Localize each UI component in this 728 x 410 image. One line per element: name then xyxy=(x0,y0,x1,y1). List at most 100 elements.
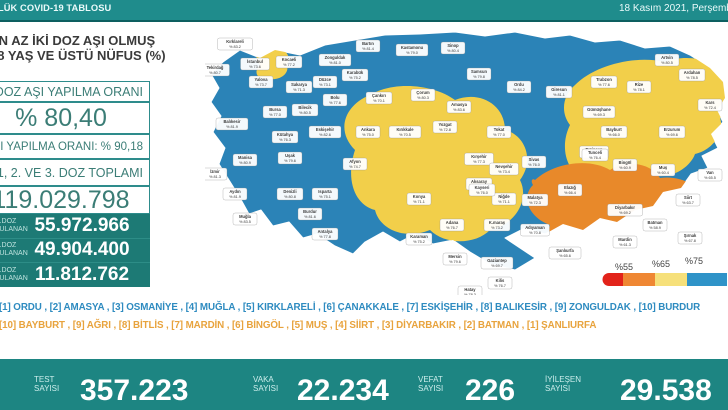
svg-text:Sivas: Sivas xyxy=(529,157,540,162)
svg-text:% 84.2: % 84.2 xyxy=(513,88,525,92)
svg-text:% 73.2: % 73.2 xyxy=(491,226,503,230)
svg-text:Tekirdağ: Tekirdağ xyxy=(207,65,224,70)
svg-text:% 81.0: % 81.0 xyxy=(329,61,341,65)
svg-text:% 77.8: % 77.8 xyxy=(319,235,331,239)
svg-text:% 72.4: % 72.4 xyxy=(704,106,716,110)
svg-text:% 83.2: % 83.2 xyxy=(229,45,241,49)
svg-text:% 77.0: % 77.0 xyxy=(269,113,281,117)
svg-text:Artvin: Artvin xyxy=(661,55,673,60)
svg-text:% 60.4: % 60.4 xyxy=(657,171,669,175)
svg-text:% 75.0: % 75.0 xyxy=(362,133,374,137)
svg-text:Adıyaman: Adıyaman xyxy=(525,225,545,230)
svg-text:% 66.4: % 66.4 xyxy=(564,191,576,195)
svg-text:Şırnak: Şırnak xyxy=(684,233,697,238)
svg-text:Bilecik: Bilecik xyxy=(298,105,312,110)
svg-text:Mardin: Mardin xyxy=(618,237,632,242)
svg-text:Denizli: Denizli xyxy=(283,189,296,194)
svg-text:Yalova: Yalova xyxy=(255,77,269,82)
svg-text:% 70.8: % 70.8 xyxy=(529,231,541,235)
svg-text:% 80.7: % 80.7 xyxy=(209,71,221,75)
svg-text:K.maraş: K.maraş xyxy=(489,220,506,225)
svg-text:% 75.2: % 75.2 xyxy=(413,240,425,244)
svg-text:% 81.4: % 81.4 xyxy=(362,47,374,51)
svg-text:Manisa: Manisa xyxy=(238,155,253,160)
svg-text:Şanlıurfa: Şanlıurfa xyxy=(556,248,574,253)
svg-text:% 82.6: % 82.6 xyxy=(319,133,331,137)
svg-text:Diyarbakır: Diyarbakır xyxy=(615,205,635,210)
svg-text:Kocaeli: Kocaeli xyxy=(282,57,297,62)
svg-text:% 81.1: % 81.1 xyxy=(553,93,565,97)
svg-text:% 80.5: % 80.5 xyxy=(661,61,673,65)
svg-text:Konya: Konya xyxy=(413,194,426,199)
svg-text:% 80.9: % 80.9 xyxy=(239,161,251,165)
svg-text:Ankara: Ankara xyxy=(361,127,376,132)
svg-text:İstanbul: İstanbul xyxy=(247,59,263,64)
svg-text:% 76.3: % 76.3 xyxy=(279,138,291,142)
svg-text:% 79.0: % 79.0 xyxy=(406,51,418,55)
svg-text:Afyon: Afyon xyxy=(349,159,361,164)
svg-text:% 65.6: % 65.6 xyxy=(559,254,571,258)
svg-text:Samsun: Samsun xyxy=(471,69,487,74)
svg-text:% 71.3: % 71.3 xyxy=(293,88,305,92)
svg-text:%75: %75 xyxy=(685,256,703,266)
svg-text:% 73.7: % 73.7 xyxy=(255,83,267,87)
svg-text:Amasya: Amasya xyxy=(451,102,467,107)
svg-text:Kars: Kars xyxy=(705,100,715,105)
svg-text:% 76.4: % 76.4 xyxy=(589,156,601,160)
svg-text:Isparta: Isparta xyxy=(318,189,332,194)
svg-text:% 71.1: % 71.1 xyxy=(413,200,425,204)
svg-text:%55: %55 xyxy=(615,262,633,272)
svg-text:% 71.1: % 71.1 xyxy=(498,200,510,204)
svg-text:Aksaray: Aksaray xyxy=(471,179,488,184)
svg-text:Giresun: Giresun xyxy=(551,87,567,92)
svg-text:% 76.0: % 76.0 xyxy=(476,191,488,195)
svg-text:Gaziantep: Gaziantep xyxy=(487,258,507,263)
svg-text:% 77.6: % 77.6 xyxy=(329,101,341,105)
svg-text:Kütahya: Kütahya xyxy=(277,132,294,137)
svg-text:Ardahan: Ardahan xyxy=(684,70,701,75)
svg-text:Sinop: Sinop xyxy=(447,43,459,48)
svg-text:Kırıkkale: Kırıkkale xyxy=(396,127,414,132)
svg-text:% 60.9: % 60.9 xyxy=(619,166,631,170)
svg-text:Balıkesir: Balıkesir xyxy=(223,119,240,124)
svg-text:% 69.6: % 69.6 xyxy=(666,133,678,137)
svg-text:Bolu: Bolu xyxy=(330,95,340,100)
svg-text:% 63.7: % 63.7 xyxy=(682,201,694,205)
svg-text:Van: Van xyxy=(706,170,714,175)
svg-text:% 69.3: % 69.3 xyxy=(593,113,605,117)
svg-text:Adana: Adana xyxy=(446,220,459,225)
svg-text:Burdur: Burdur xyxy=(303,209,317,214)
svg-text:% 58.9: % 58.9 xyxy=(649,226,661,230)
svg-text:% 80.5: % 80.5 xyxy=(299,111,311,115)
svg-text:Eskişehir: Eskişehir xyxy=(316,127,335,132)
svg-text:% 78.5: % 78.5 xyxy=(686,76,698,80)
svg-text:Sakarya: Sakarya xyxy=(291,82,307,87)
svg-text:% 79.6: % 79.6 xyxy=(449,260,461,264)
svg-text:% 83.5: % 83.5 xyxy=(239,220,251,224)
svg-text:% 77.2: % 77.2 xyxy=(283,63,295,67)
svg-text:% 72.8: % 72.8 xyxy=(439,128,451,132)
svg-text:Bursa: Bursa xyxy=(269,107,281,112)
svg-text:Gümüşhane: Gümüşhane xyxy=(587,107,611,112)
svg-text:Tunceli: Tunceli xyxy=(588,150,602,155)
svg-text:Erzurum: Erzurum xyxy=(664,127,681,132)
svg-text:% 73.6: % 73.6 xyxy=(249,65,261,69)
svg-text:Karaman: Karaman xyxy=(410,234,428,239)
svg-text:% 75.1: % 75.1 xyxy=(319,195,331,199)
svg-text:Kırşehir: Kırşehir xyxy=(471,154,487,159)
svg-text:Kastamonu: Kastamonu xyxy=(401,45,424,50)
svg-text:% 81.9: % 81.9 xyxy=(229,195,241,199)
svg-text:Antalya: Antalya xyxy=(318,229,334,234)
svg-text:Muş: Muş xyxy=(659,165,668,170)
svg-text:% 79.6: % 79.6 xyxy=(284,159,296,163)
svg-text:% 74.7: % 74.7 xyxy=(349,165,361,169)
svg-text:Karabük: Karabük xyxy=(347,70,364,75)
svg-text:% 61.3: % 61.3 xyxy=(619,243,631,247)
svg-text:% 77.6: % 77.6 xyxy=(598,83,610,87)
svg-text:Uşak: Uşak xyxy=(285,153,296,158)
svg-text:% 66.0: % 66.0 xyxy=(608,133,620,137)
svg-text:% 76.7: % 76.7 xyxy=(494,284,506,288)
svg-text:% 75.2: % 75.2 xyxy=(349,76,361,80)
svg-text:% 65.5: % 65.5 xyxy=(704,176,716,180)
svg-text:% 70.1: % 70.1 xyxy=(373,99,385,103)
